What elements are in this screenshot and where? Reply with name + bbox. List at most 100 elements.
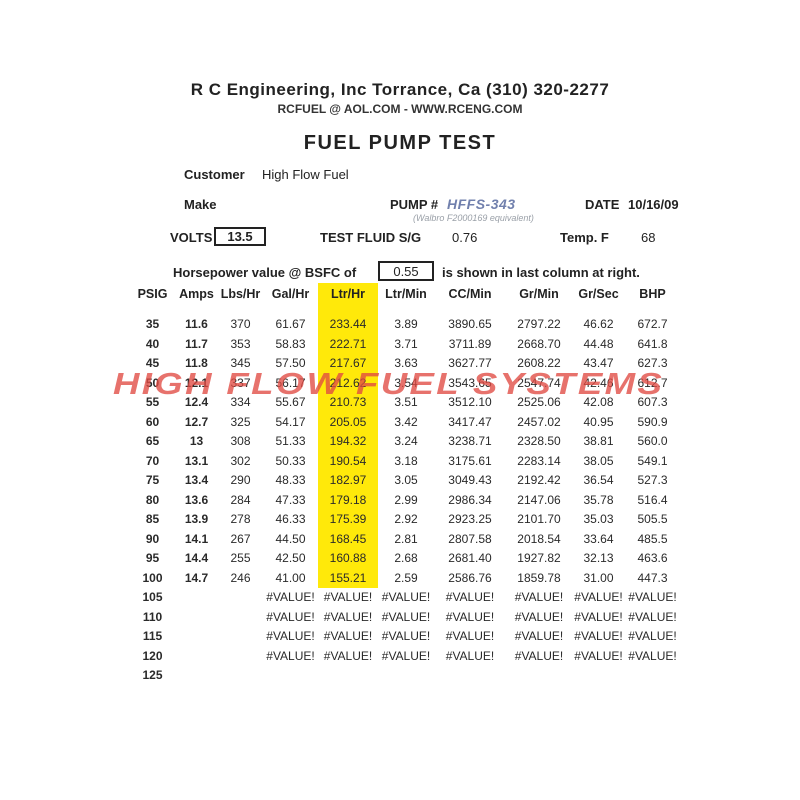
cell-amps: 13.1 [184, 453, 209, 468]
cell-bhp: #VALUE! [628, 629, 677, 643]
cell-amps [175, 647, 218, 667]
cell-lbs-hr: 308 [230, 434, 251, 448]
cell-ltr-hr: 190.54 [318, 451, 378, 471]
date-label: DATE [585, 197, 620, 212]
cell-bhp [625, 666, 680, 686]
cell-ltr-min [378, 666, 434, 686]
cell-bhp: 485.5 [637, 531, 668, 546]
cell-gal-hr: 56.17 [275, 375, 306, 390]
column-header-lbs-hr: Lbs/Hr [220, 287, 261, 301]
cell-lbs-hr: 302 [230, 453, 251, 468]
table-row: 120 #VALUE! #VALUE! #VALUE! #VALUE! #VALUE! #V… [130, 647, 680, 667]
cell-amps [175, 588, 218, 608]
cell-amps: 13.6 [184, 492, 209, 507]
cell-amps: 14.4 [184, 551, 209, 565]
volts-label: VOLTS [170, 230, 213, 245]
cell-lbs-hr: 267 [230, 531, 251, 546]
cell-bhp: 641.8 [637, 336, 668, 351]
table-row: 80 13.6 284 47.33 179.18 2.99 2986.34 2147.06 35… [130, 490, 680, 510]
table-row: 50 12.1 337 56.17 212.62 3.54 3543.65 2547.74 42… [130, 373, 680, 393]
cell-gal-hr: 48.33 [275, 473, 306, 487]
cell-ltr-hr: 233.44 [318, 315, 378, 335]
cell-gal-hr: #VALUE! [266, 648, 315, 663]
cell-psig: 40 [145, 336, 160, 351]
cell-amps: 11.7 [185, 336, 208, 351]
cell-bhp: #VALUE! [628, 590, 677, 604]
cell-gr-sec: 40.95 [583, 414, 614, 429]
cell-cc-min: #VALUE! [445, 648, 495, 663]
column-header-cc-min: CC/Min [448, 287, 492, 301]
cell-gr-sec [572, 666, 625, 686]
cell-gal-hr: 42.50 [275, 551, 306, 565]
table-row: 115 #VALUE! #VALUE! #VALUE! #VALUE! #VALUE! #V… [130, 627, 680, 647]
bsfc-suffix: is shown in last column at right. [442, 265, 640, 280]
cell-psig: 90 [145, 531, 160, 546]
cell-gr-sec: 33.64 [583, 531, 614, 546]
cell-ltr-min: 2.59 [394, 570, 418, 585]
cell-cc-min: 3890.65 [448, 317, 492, 331]
pump-equivalent-note: (Walbro F2000169 equivalent) [413, 213, 534, 223]
cell-cc-min: 3512.10 [448, 395, 492, 409]
column-header-ltr-hr: Ltr/Hr [318, 283, 378, 315]
cell-bhp: 447.3 [637, 570, 668, 585]
cell-lbs-hr: 278 [230, 512, 251, 526]
cell-bhp: 627.3 [637, 356, 668, 370]
table-row: 40 11.7 353 58.83 222.71 3.71 3711.89 2668.70 44… [130, 334, 680, 354]
cell-bhp: 549.1 [637, 453, 668, 468]
cell-gr-min: 2328.50 [517, 434, 561, 448]
column-header-amps: Amps [179, 287, 214, 301]
cell-gr-min: #VALUE! [514, 629, 564, 643]
cell-amps: 14.7 [184, 570, 209, 585]
column-header-gal-hr: Gal/Hr [271, 287, 310, 301]
cell-gr-sec: #VALUE! [574, 629, 623, 643]
cell-bhp: 516.4 [637, 492, 668, 507]
table-row: 105 #VALUE! #VALUE! #VALUE! #VALUE! #VALUE! #V… [130, 588, 680, 608]
cell-ltr-min: #VALUE! [381, 629, 431, 643]
test-fluid-label: TEST FLUID S/G [320, 230, 422, 245]
cell-psig: 85 [145, 512, 160, 526]
cell-lbs-hr [218, 608, 263, 628]
cell-gr-min: 2147.06 [517, 492, 561, 507]
cell-psig: 95 [145, 551, 160, 565]
cell-ltr-hr: 222.71 [318, 334, 378, 354]
column-header-gr-sec: Gr/Sec [578, 287, 619, 301]
temp-label: Temp. F [560, 230, 609, 245]
table-row: 60 12.7 325 54.17 205.05 3.42 3417.47 2457.02 40… [130, 412, 680, 432]
page-title: FUEL PUMP TEST [303, 132, 497, 154]
cell-lbs-hr [218, 647, 263, 667]
cell-gr-min: 2668.70 [517, 336, 561, 351]
pump-number-value: HFFS-343 [447, 196, 516, 212]
cell-lbs-hr [218, 588, 263, 608]
cell-ltr-min: #VALUE! [381, 609, 431, 624]
cell-lbs-hr: 337 [230, 375, 251, 390]
cell-gal-hr: 44.50 [275, 531, 306, 546]
cell-psig: 60 [145, 414, 160, 429]
cell-gr-min: 2101.70 [517, 512, 561, 526]
cell-cc-min [434, 666, 506, 686]
table-row: 65 13 308 51.33 194.32 3.24 3238.71 2328.50 38.8… [130, 432, 680, 452]
cell-psig: 50 [145, 375, 160, 390]
cell-psig: 65 [145, 434, 160, 448]
cell-ltr-hr: 179.18 [318, 490, 378, 510]
cell-gal-hr: 61.67 [275, 317, 306, 331]
cell-cc-min: 3238.71 [448, 434, 492, 448]
cell-cc-min: 3049.43 [448, 473, 492, 487]
cell-cc-min: 3627.77 [448, 356, 492, 370]
cell-cc-min: 2586.76 [448, 570, 492, 585]
cell-gr-min: #VALUE! [514, 609, 564, 624]
cell-ltr-min: 3.63 [394, 356, 418, 370]
cell-ltr-hr: 205.05 [318, 412, 378, 432]
cell-gal-hr: 58.83 [275, 336, 306, 351]
cell-gal-hr: #VALUE! [266, 629, 315, 643]
table-header-row: PSIG Amps Lbs/Hr Gal/Hr Ltr/Hr Ltr/Min CC/Min G… [130, 283, 680, 315]
cell-gr-sec: #VALUE! [574, 590, 623, 604]
cell-gr-min: 2547.74 [517, 375, 561, 390]
cell-amps: 13.9 [184, 512, 209, 526]
cell-bhp: 590.9 [637, 414, 668, 429]
cell-cc-min: 2923.25 [448, 512, 492, 526]
cell-amps [175, 627, 218, 647]
volts-value-box: 13.5 [214, 227, 266, 246]
cell-gr-sec: 43.47 [583, 356, 614, 370]
cell-lbs-hr: 255 [230, 551, 251, 565]
cell-psig: 120 [142, 648, 163, 663]
